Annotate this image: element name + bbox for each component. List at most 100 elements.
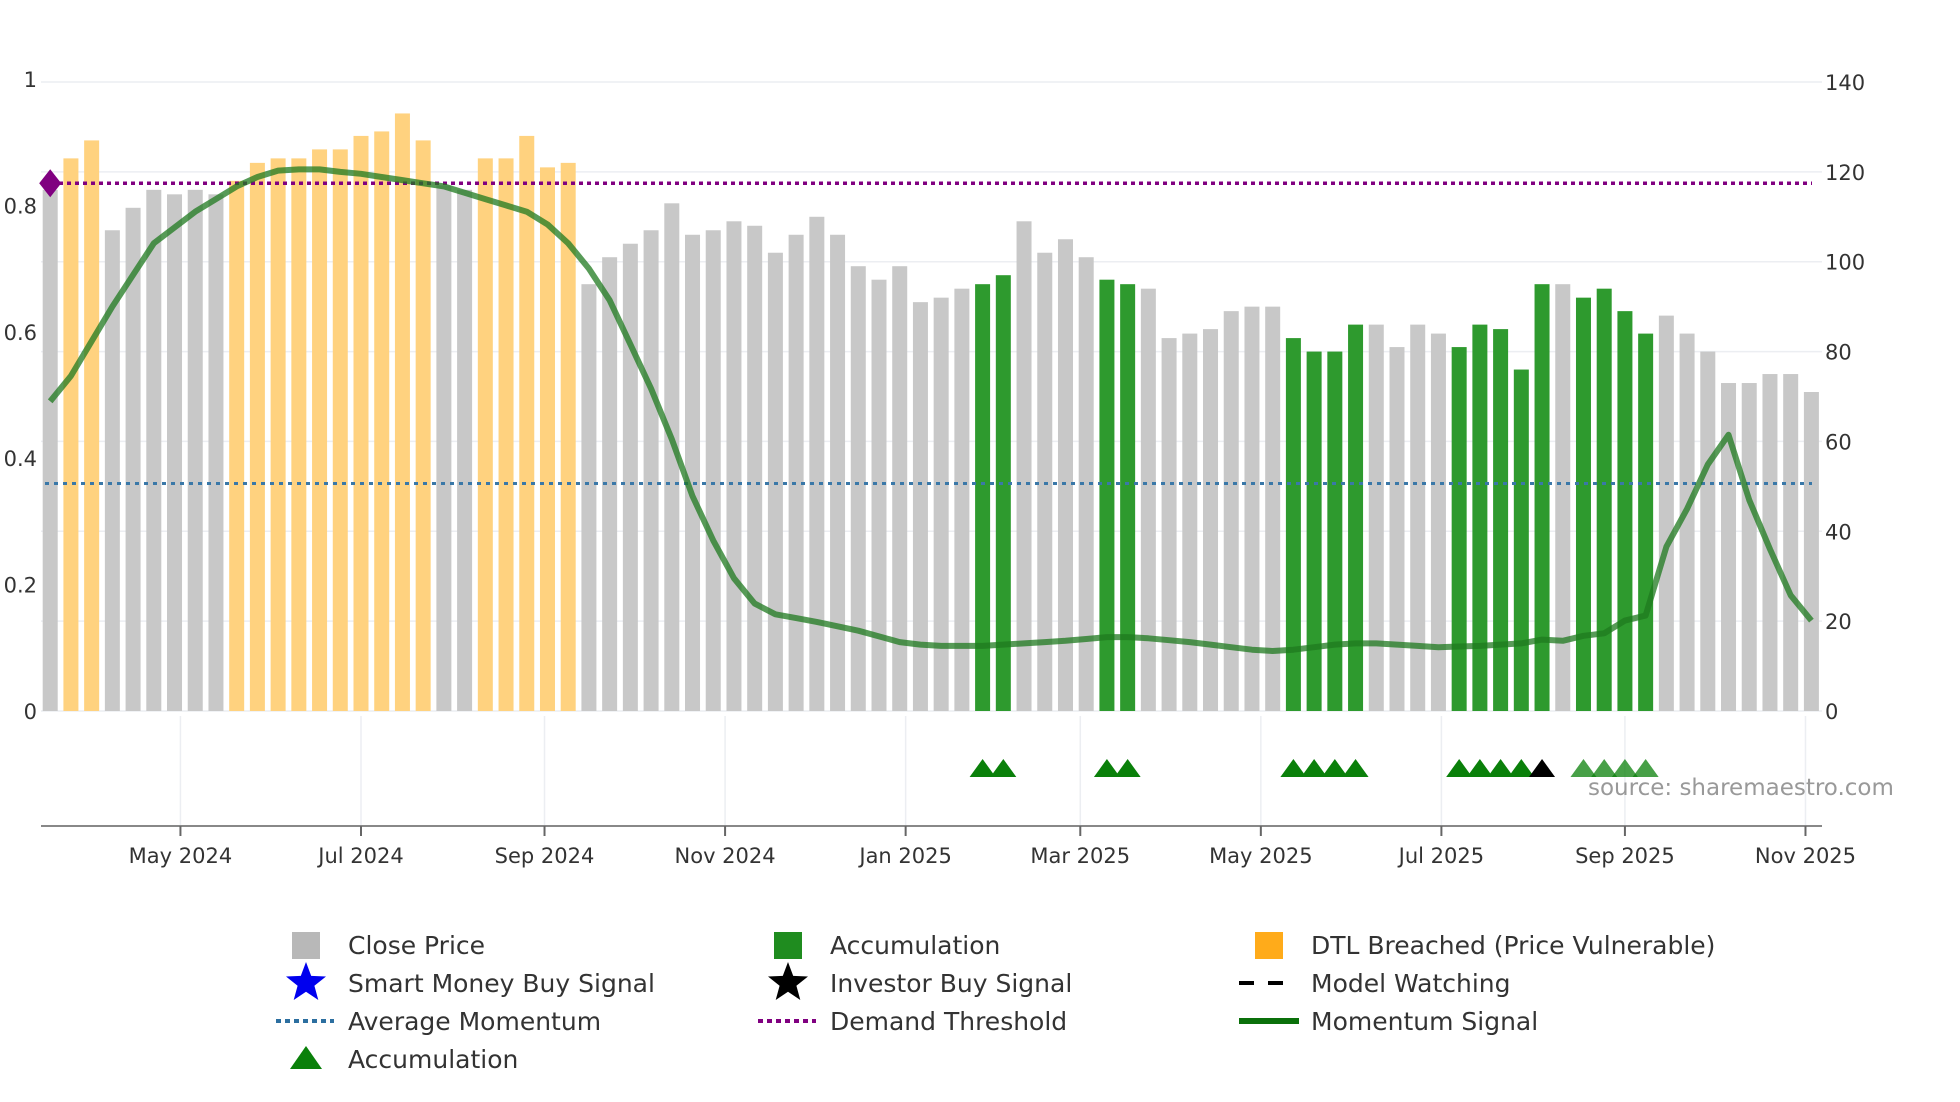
x-tick-label: Nov 2025 — [1755, 844, 1856, 868]
legend-label: Momentum Signal — [1311, 1007, 1538, 1036]
demand-threshold-marker — [39, 169, 62, 198]
bar-gray — [1203, 329, 1219, 711]
accumulation-triangle — [1321, 759, 1348, 777]
bar-acc — [975, 284, 991, 711]
bar-gray — [1721, 383, 1737, 711]
bar-dtl — [229, 180, 245, 712]
legend-label: Model Watching — [1311, 969, 1511, 998]
accumulation-triangle — [1114, 759, 1141, 777]
bar-gray — [830, 234, 846, 711]
legend-label: DTL Breached (Price Vulnerable) — [1311, 931, 1715, 960]
x-tick-label: Jan 2025 — [857, 844, 952, 868]
orange-square-icon — [1255, 932, 1283, 959]
bar-gray — [892, 266, 908, 711]
bar-gray — [871, 279, 887, 711]
bar-gray — [457, 189, 473, 712]
momentum-signal-line — [47, 166, 1814, 654]
bar-dtl — [477, 158, 493, 712]
bar-dtl — [539, 167, 555, 712]
signal-markers — [969, 759, 1659, 777]
bar-gray — [767, 252, 783, 711]
bar-gray — [602, 257, 618, 711]
bar-gray — [1679, 333, 1695, 711]
accumulation-triangle — [1611, 759, 1638, 777]
bar-acc — [1472, 324, 1488, 711]
source-label: source: sharemaestro.com — [1588, 775, 1894, 801]
gray-square-icon — [292, 932, 320, 959]
bar-gray — [850, 266, 866, 711]
bar-dtl — [84, 140, 100, 711]
bar-dtl — [498, 158, 514, 712]
right-axis-tick-label: 120 — [1825, 161, 1865, 185]
right-axis-tick-label: 60 — [1825, 430, 1852, 454]
bar-gray — [1078, 257, 1094, 711]
x-tick-label: May 2024 — [129, 844, 233, 868]
accumulation-triangle — [1591, 759, 1618, 777]
bar-dtl — [332, 149, 348, 712]
left-axis-tick-label: 0 — [24, 700, 37, 724]
bar-gray — [1161, 338, 1177, 711]
bar-dtl — [312, 149, 328, 712]
right-axis-tick-label: 40 — [1825, 520, 1852, 544]
bar-gray — [1783, 374, 1799, 711]
accumulation-triangle — [1342, 759, 1369, 777]
bar-gray — [1410, 324, 1426, 711]
bar-gray — [208, 194, 224, 712]
bar-gray — [1016, 221, 1032, 711]
bar-gray — [581, 284, 597, 711]
x-tick-label: Jul 2025 — [1397, 844, 1484, 868]
bar-gray — [1389, 347, 1405, 711]
accumulation-triangle — [990, 759, 1017, 777]
legend: Close Price Accumulation DTL Breached (Pri… — [276, 931, 1715, 1074]
bar-gray — [809, 216, 825, 712]
bar-gray — [664, 203, 680, 712]
black-star-icon — [768, 962, 808, 1000]
x-tick-label: Nov 2024 — [675, 844, 776, 868]
x-tick-label: Sep 2025 — [1575, 844, 1675, 868]
right-axis-tick-label: 20 — [1825, 610, 1852, 634]
bar-gray — [788, 234, 804, 711]
bar-gray — [954, 288, 970, 711]
bar-gray — [42, 189, 58, 712]
legend-label: Accumulation — [348, 1045, 518, 1074]
green-triangle-icon — [290, 1046, 322, 1069]
right-axis-tick-label: 80 — [1825, 341, 1852, 365]
bar-gray — [1368, 324, 1384, 711]
legend-label: Smart Money Buy Signal — [348, 969, 655, 998]
bar-gray — [1244, 306, 1260, 711]
bar-gray — [1265, 306, 1281, 711]
bar-gray — [1140, 288, 1156, 711]
bar-gray — [747, 225, 763, 711]
right-axis-tick-label: 100 — [1825, 251, 1865, 275]
accumulation-triangle — [1301, 759, 1328, 777]
bar-gray — [1555, 284, 1571, 711]
bar-gray — [933, 297, 949, 711]
bar-dtl — [249, 162, 265, 711]
bar-acc — [1575, 297, 1591, 711]
bar-acc — [1285, 338, 1301, 711]
axes: May 2024 Jul 2024 Sep 2024 Nov 2024 Jan 2025… — [4, 68, 1866, 868]
bar-dtl — [394, 113, 410, 711]
bar-acc — [1596, 288, 1612, 711]
bar-acc — [1617, 311, 1633, 711]
bar-dtl — [374, 131, 390, 711]
right-axis-tick-label: 0 — [1825, 700, 1838, 724]
bar-acc — [1099, 279, 1115, 711]
legend-label: Average Momentum — [348, 1007, 601, 1036]
bar-gray — [187, 189, 203, 712]
blue-star-icon — [286, 962, 326, 1000]
left-axis-tick-label: 0.6 — [4, 321, 37, 345]
bar-gray — [436, 185, 452, 712]
bar-acc — [1306, 351, 1322, 711]
bar-gray — [1803, 392, 1819, 711]
bar-gray — [705, 230, 721, 711]
bar-gray — [125, 207, 141, 712]
accumulation-triangle — [1466, 759, 1493, 777]
bar-acc — [1348, 324, 1364, 711]
bar-gray — [912, 302, 928, 711]
bar-gray — [643, 230, 659, 711]
legend-label: Accumulation — [830, 931, 1000, 960]
accumulation-triangle — [1632, 759, 1659, 777]
bar-gray — [726, 221, 742, 711]
